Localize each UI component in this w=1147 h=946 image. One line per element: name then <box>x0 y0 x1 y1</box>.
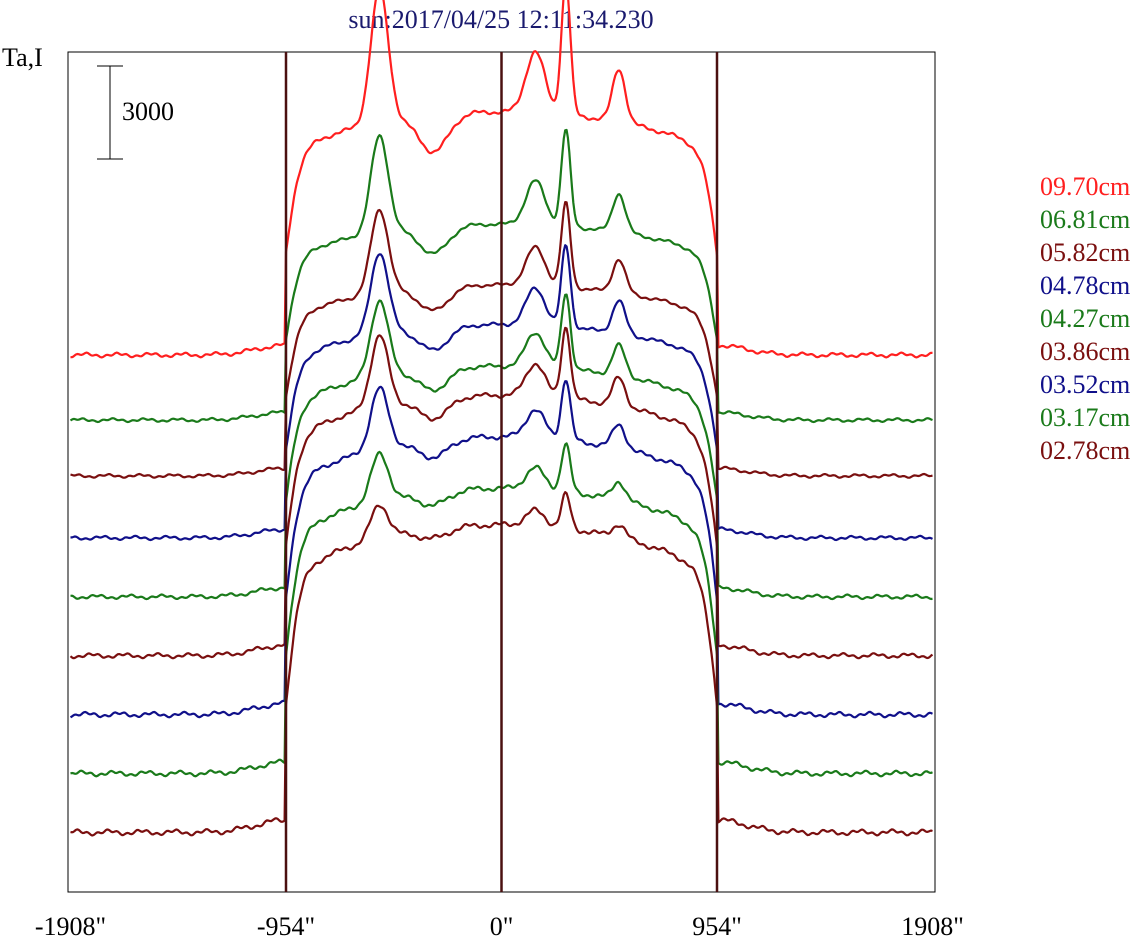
legend-entry: 05.82cm <box>1040 238 1130 267</box>
legend-entry: 03.17cm <box>1040 403 1130 432</box>
x-tick-label: 1908" <box>901 912 964 941</box>
legend-entry: 02.78cm <box>1040 436 1130 465</box>
y-axis-label: Ta,I <box>2 43 43 72</box>
vertical-lines-group <box>284 52 719 892</box>
scale-bar-label: 3000 <box>122 97 174 126</box>
scale-bar <box>97 65 123 160</box>
x-tick-label: -1908" <box>35 912 106 941</box>
legend-entry: 03.86cm <box>1040 337 1130 366</box>
x-tick-label: 0" <box>490 912 514 941</box>
legend-entry: 09.70cm <box>1040 172 1130 201</box>
legend-entry: 06.81cm <box>1040 205 1130 234</box>
chart-title: sun:2017/04/25 12:11:34.230 <box>348 5 653 34</box>
x-tick-labels: -1908" -954" 0" 954" 1908" <box>35 912 964 941</box>
legend-entry: 04.78cm <box>1040 271 1130 300</box>
legend: 09.70cm 06.81cm 05.82cm 04.78cm 04.27cm 03.86… <box>1040 172 1130 465</box>
legend-entry: 03.52cm <box>1040 370 1130 399</box>
legend-entry: 04.27cm <box>1040 304 1130 333</box>
x-tick-label: 954" <box>692 912 742 941</box>
x-tick-label: -954" <box>257 912 315 941</box>
